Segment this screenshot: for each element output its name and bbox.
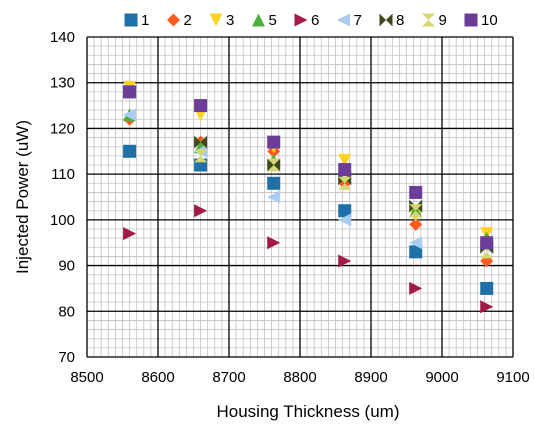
data-point-series-8 xyxy=(194,135,208,149)
x-axis-title: Housing Thickness (um) xyxy=(217,402,400,421)
x-tick-label: 8900 xyxy=(354,369,387,386)
legend-item: 1 xyxy=(124,12,149,29)
data-point-series-7 xyxy=(338,213,352,227)
legend-marker xyxy=(422,13,435,27)
data-point-series-9 xyxy=(409,204,423,218)
y-tick-label: 140 xyxy=(50,29,75,46)
legend-label: 10 xyxy=(481,12,498,29)
legend-item: 3 xyxy=(209,12,234,29)
legend-item: 6 xyxy=(294,12,319,29)
data-point-series-6 xyxy=(409,281,423,295)
data-point-series-2 xyxy=(409,217,423,231)
data-point-series-1 xyxy=(338,204,352,218)
x-tick-label: 9100 xyxy=(496,369,529,386)
data-point-series-1 xyxy=(409,245,423,259)
x-tick-label: 8700 xyxy=(212,369,245,386)
legend-marker xyxy=(124,13,138,27)
data-point-series-1 xyxy=(123,144,137,158)
x-tick-label: 8500 xyxy=(70,369,103,386)
data-point-series-9 xyxy=(194,149,208,163)
major-gridlines xyxy=(86,36,514,358)
legend-item: 10 xyxy=(464,12,498,29)
y-tick-label: 100 xyxy=(50,212,75,229)
series-6 xyxy=(123,204,494,314)
data-point-series-7 xyxy=(409,236,423,250)
data-point-series-3 xyxy=(338,153,352,167)
data-point-series-9 xyxy=(267,158,281,172)
legend-label: 3 xyxy=(226,12,234,29)
data-point-series-6 xyxy=(267,236,281,250)
legend-marker xyxy=(294,13,308,27)
x-tick-label: 8800 xyxy=(283,369,316,386)
data-point-series-10 xyxy=(123,85,137,99)
legend-label: 2 xyxy=(184,12,192,29)
legend-label: 7 xyxy=(354,12,362,29)
data-point-series-6 xyxy=(338,254,352,268)
y-tick-label: 80 xyxy=(58,303,75,320)
data-point-series-10 xyxy=(194,99,208,113)
series-1 xyxy=(123,144,494,295)
data-point-series-10 xyxy=(338,163,352,177)
y-tick-label: 110 xyxy=(51,166,75,183)
legend-item: 8 xyxy=(379,12,404,29)
legend-marker xyxy=(464,13,478,27)
data-point-series-10 xyxy=(409,185,423,199)
legend-item: 5 xyxy=(252,12,277,29)
data-point-series-1 xyxy=(480,281,494,295)
data-point-series-7 xyxy=(123,108,137,122)
x-axis-tick-labels: 8500 8600 8700 8800 8900 9000 9100 xyxy=(70,369,529,386)
legend: 1 2 3 5 6 7 8 9 10 xyxy=(124,12,498,29)
y-axis-tick-labels: 70 80 90 100 110 120 130 140 xyxy=(50,29,75,366)
y-tick-label: 90 xyxy=(58,258,75,275)
legend-item: 7 xyxy=(337,12,362,29)
data-point-series-6 xyxy=(194,204,208,218)
y-axis-title: Injected Power (uW) xyxy=(13,120,32,274)
legend-item: 2 xyxy=(167,12,192,29)
legend-label: 6 xyxy=(311,12,319,29)
data-point-series-9 xyxy=(338,176,352,190)
data-point-series-7 xyxy=(267,190,281,204)
legend-marker xyxy=(209,13,223,27)
x-tick-label: 9000 xyxy=(425,369,458,386)
data-point-series-6 xyxy=(123,227,137,241)
legend-label: 8 xyxy=(396,12,404,29)
x-tick-label: 8600 xyxy=(141,369,174,386)
data-point-series-10 xyxy=(267,135,281,149)
legend-label: 5 xyxy=(269,12,277,29)
y-tick-label: 70 xyxy=(58,349,75,366)
y-tick-label: 120 xyxy=(50,120,75,137)
data-point-series-1 xyxy=(267,176,281,190)
data-point-series-6 xyxy=(480,300,494,314)
legend-label: 1 xyxy=(141,12,149,29)
legend-label: 9 xyxy=(439,12,447,29)
legend-marker xyxy=(379,13,393,27)
series-10 xyxy=(123,85,494,250)
legend-marker xyxy=(252,13,265,27)
y-tick-label: 130 xyxy=(50,75,75,92)
data-points xyxy=(123,80,494,314)
legend-item: 9 xyxy=(422,12,447,29)
legend-marker xyxy=(337,13,350,27)
legend-marker xyxy=(167,13,180,27)
data-point-series-10 xyxy=(480,236,494,250)
